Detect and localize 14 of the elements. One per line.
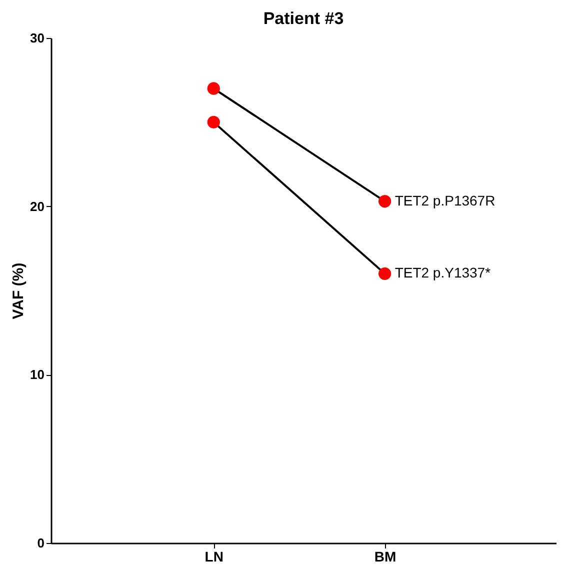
x-tick-label: BM	[374, 548, 396, 564]
y-tick-label: 0	[37, 536, 44, 550]
series-label: TET2 p.P1367R	[394, 192, 496, 208]
x-tick-label: LN	[204, 548, 224, 564]
y-tick-label: 30	[30, 30, 44, 46]
y-axis-title: VAF (%)	[10, 262, 28, 320]
y-tick-label: 10	[30, 367, 44, 382]
point	[207, 116, 220, 128]
y-tick-label: 20	[30, 198, 44, 214]
series-label: TET2 p.Y1337*	[394, 264, 492, 281]
point	[378, 194, 392, 208]
chart-title: Patient #3	[263, 9, 344, 28]
point	[207, 82, 220, 95]
point	[378, 267, 392, 280]
